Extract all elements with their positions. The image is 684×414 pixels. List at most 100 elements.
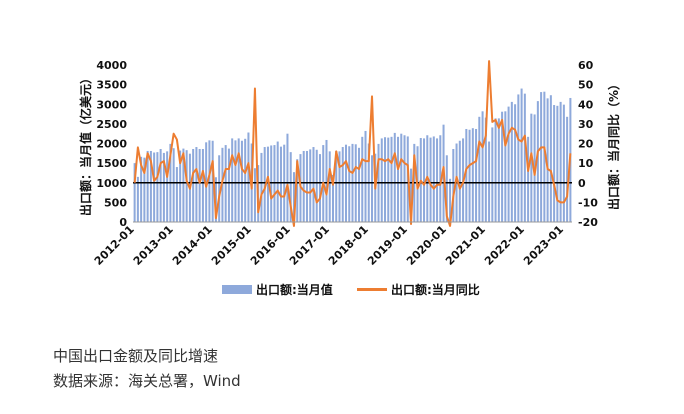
bar-series [133, 88, 572, 223]
bar [536, 101, 539, 222]
left-tick-label: 2000 [96, 138, 127, 151]
bar [240, 140, 243, 222]
x-tick-label: 2016-01 [248, 223, 293, 268]
bar [133, 163, 136, 223]
bar [507, 106, 510, 222]
x-tick-label: 2023-01 [521, 223, 566, 268]
right-tick-label: -20 [578, 216, 598, 229]
right-tick-label: 50 [578, 79, 594, 92]
bar [501, 111, 504, 222]
legend-line-swatch [357, 288, 387, 291]
bar [504, 111, 507, 222]
bar [136, 176, 139, 222]
bar [517, 94, 520, 222]
x-tick-label: 2022-01 [482, 223, 527, 268]
bar [309, 149, 312, 222]
bar [488, 141, 491, 222]
bar [195, 147, 198, 222]
bar [471, 128, 474, 222]
bar [143, 157, 146, 222]
caption-title: 中国出口金额及同比增速 [53, 347, 219, 365]
bar [514, 104, 517, 222]
bar [201, 149, 204, 222]
x-tick-label: 2017-01 [287, 223, 332, 268]
bar [540, 92, 543, 222]
bar [397, 136, 400, 222]
bar [546, 98, 549, 222]
bar [361, 136, 364, 222]
bar [305, 150, 308, 222]
bar [224, 145, 227, 222]
bar [331, 174, 334, 222]
x-tick-label: 2019-01 [365, 223, 410, 268]
bar [273, 145, 276, 222]
x-tick-label: 2013-01 [131, 223, 176, 268]
bar [335, 150, 338, 222]
bar [318, 154, 321, 222]
bar [543, 91, 546, 222]
bar [400, 133, 403, 222]
bar [214, 177, 217, 222]
bar [286, 133, 289, 222]
legend-bar-swatch [222, 285, 252, 294]
bar [166, 151, 169, 222]
bar [475, 128, 478, 222]
bar [403, 135, 406, 222]
bar [198, 149, 201, 222]
bar [458, 140, 461, 222]
bar [185, 150, 188, 222]
right-tick-label: 60 [578, 59, 594, 72]
left-tick-label: 2500 [96, 118, 127, 131]
bar [266, 146, 269, 222]
caption-source: 数据来源：海关总署，Wind [53, 372, 241, 390]
bar [484, 117, 487, 222]
bar [296, 159, 299, 222]
right-tick-label: 30 [578, 118, 594, 131]
bar [338, 151, 341, 222]
bar [432, 136, 435, 222]
bar [302, 150, 305, 222]
left-tick-label: 3000 [96, 98, 127, 111]
bar [423, 138, 426, 222]
bar [364, 130, 367, 222]
right-axis-ticks: -20 -10 0 10 20 30 40 50 60 [578, 59, 598, 229]
bar [172, 148, 175, 222]
legend: 出口额:当月值 出口额:当月同比 [0, 281, 684, 297]
bar [387, 137, 390, 222]
bar [162, 152, 165, 222]
bar [260, 152, 263, 222]
bar [371, 155, 374, 222]
bar [270, 145, 273, 222]
bar [549, 95, 552, 222]
bar [410, 168, 413, 222]
bar [556, 105, 559, 222]
bar [494, 118, 497, 222]
x-tick-label: 2021-01 [443, 223, 488, 268]
bar [390, 136, 393, 222]
left-axis-title: 出口额：当月值（亿美元） [78, 72, 93, 216]
bar [465, 128, 468, 222]
right-tick-label: 20 [578, 138, 594, 151]
bar [393, 132, 396, 222]
bar [341, 147, 344, 222]
bar [452, 149, 455, 222]
bar [553, 105, 556, 222]
left-tick-label: 0 [119, 216, 127, 229]
bar [237, 138, 240, 222]
bar [292, 172, 295, 222]
bar [530, 113, 533, 222]
bar [566, 116, 569, 222]
bar [244, 138, 247, 222]
bar [520, 88, 523, 222]
bar [227, 148, 230, 222]
bar [449, 178, 452, 222]
x-tick-label: 2018-01 [326, 223, 371, 268]
bar [153, 152, 156, 222]
bar [380, 138, 383, 222]
bar [481, 111, 484, 222]
bar [211, 140, 214, 222]
bar [179, 150, 182, 222]
x-tick-label: 2012-01 [92, 223, 137, 268]
bar [263, 147, 266, 222]
